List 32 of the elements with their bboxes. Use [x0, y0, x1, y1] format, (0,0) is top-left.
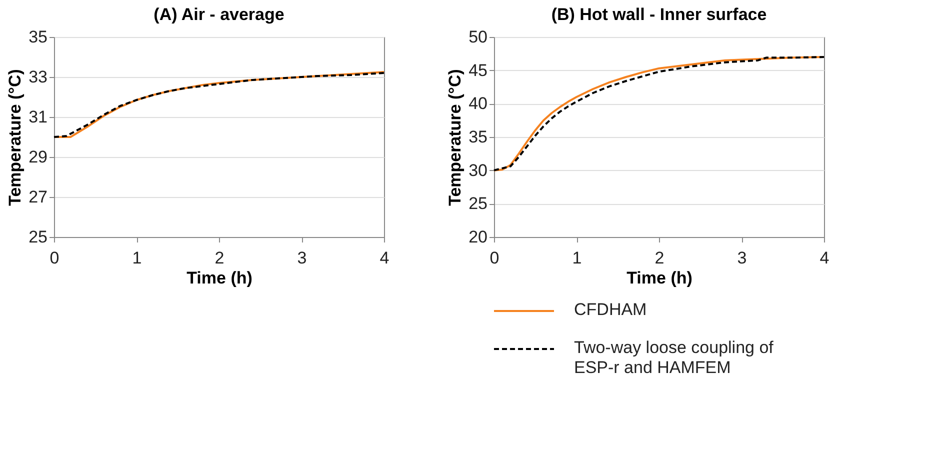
- y-tick-label: 50: [468, 28, 488, 46]
- y-tick-label: 27: [28, 188, 48, 206]
- x-tick-label: 4: [820, 248, 830, 268]
- y-tick-label: 35: [468, 128, 488, 146]
- y-tick-label: 33: [28, 68, 48, 86]
- chart-title: (B) Hot wall - Inner surface: [551, 5, 767, 24]
- x-tick-label: 2: [214, 248, 224, 268]
- y-tick-label: 20: [468, 228, 488, 246]
- x-tick-label: 2: [654, 248, 664, 268]
- x-tick-label: 1: [132, 248, 142, 268]
- y-tick-label: 29: [28, 148, 48, 166]
- x-tick-label: 3: [737, 248, 747, 268]
- x-axis-title: Time (h): [186, 268, 252, 288]
- line-series: [493, 56, 825, 172]
- y-axis-title: Temperature (°C): [446, 69, 465, 206]
- y-tick-label: 30: [468, 160, 488, 180]
- x-tick-label: 4: [380, 248, 390, 268]
- x-tick-label: 0: [50, 248, 60, 268]
- chart-title: (A) Air - average: [154, 5, 284, 24]
- legend-label: CFDHAM: [574, 300, 647, 319]
- y-axis-title: Temperature (°C): [6, 69, 25, 206]
- y-tick-label: 25: [28, 228, 48, 246]
- y-tick-label: 31: [28, 108, 48, 126]
- x-tick-label: 0: [490, 248, 500, 268]
- x-tick-label: 1: [572, 248, 582, 268]
- y-tick-label: 25: [468, 194, 488, 214]
- legend-label: Two-way loose coupling of ESP-r and HAMFEM: [574, 338, 774, 377]
- x-tick-label: 3: [297, 248, 307, 268]
- y-tick-label: 45: [468, 60, 488, 80]
- x-axis-title: Time (h): [626, 268, 692, 288]
- y-tick-label: 40: [468, 94, 488, 114]
- y-tick-label: 35: [28, 28, 48, 46]
